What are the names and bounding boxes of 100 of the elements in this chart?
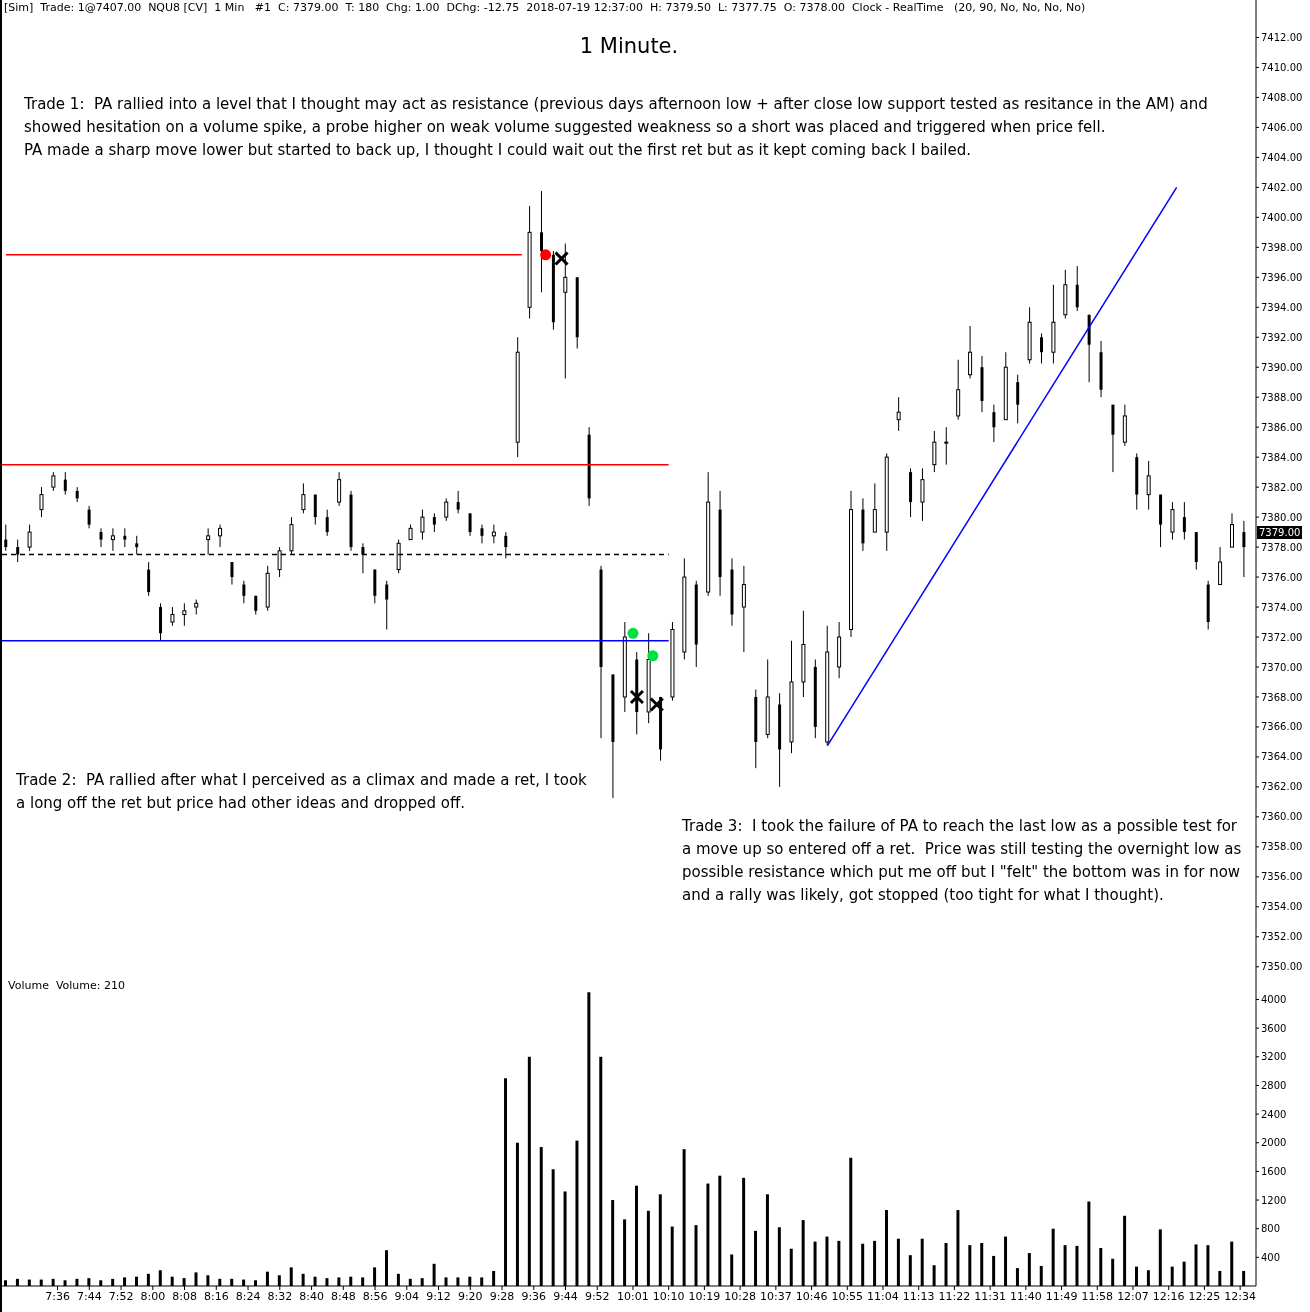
candlestick <box>1182 501 1186 541</box>
x-tick-label: 12:25 <box>1188 1289 1221 1303</box>
x-tick-label: 11:22 <box>938 1289 971 1303</box>
x-tick-label: 8:48 <box>330 1289 356 1303</box>
x-tick-label: 9:20 <box>457 1289 483 1303</box>
y-tick-label: 7378.00 <box>1261 541 1303 553</box>
candlestick <box>63 471 67 496</box>
y-tick-label: 7404.00 <box>1261 151 1303 163</box>
candlestick <box>1229 512 1234 548</box>
y-tick-label: 7382.00 <box>1261 481 1303 493</box>
y-tick-label: 3600 <box>1261 1022 1287 1034</box>
y-tick-label: 7352.00 <box>1261 931 1303 943</box>
y-tick-label: 7396.00 <box>1261 271 1303 283</box>
candlestick <box>920 467 925 522</box>
annotation: Trade 3: I took the failure of PA to reach the last low as a possible test for a move up so entered off a ret. Price was still testing the overnight low as possible resistance which put me off but I "felt" the bottom was in for now and a rally was likely, got stopped (too tight for what I thought). <box>682 816 1242 906</box>
candlestick <box>313 494 317 526</box>
candlestick <box>872 482 877 533</box>
x-tick-label: 8:00 <box>140 1289 166 1303</box>
y-tick-label: 7410.00 <box>1261 62 1303 73</box>
y-tick-label: 7374.00 <box>1261 601 1303 613</box>
candlestick <box>1040 332 1044 364</box>
candlestick <box>27 524 32 552</box>
y-tick-label: 7350.00 <box>1261 961 1303 973</box>
y-tick-label: 3200 <box>1261 1051 1287 1063</box>
y-tick-label: 7356.00 <box>1261 871 1303 883</box>
x-tick-label: 12:34 <box>1224 1289 1256 1303</box>
x-tick-label: 8:32 <box>267 1289 293 1303</box>
text: 1 Minute. <box>578 34 680 58</box>
candlestick <box>87 505 91 529</box>
x-tick-label: 11:40 <box>1009 1289 1042 1303</box>
candlestick <box>420 509 425 541</box>
y-tick-label: 7412.00 <box>1261 32 1303 44</box>
x-tick-label: 12:16 <box>1152 1289 1185 1303</box>
candlestick <box>480 524 484 544</box>
point <box>540 249 552 261</box>
candlestick <box>218 524 223 548</box>
candlestick <box>337 471 342 507</box>
candlestick <box>468 512 472 537</box>
y-tick-label: 7392.00 <box>1261 331 1303 343</box>
chart-subtitle: [Sim] Trade: 1@7407.00 NQU8 [CV] 1 Min #1 C: 7379.00 T: 180 Chg: 1.00 DChg: -12.75 2018-07-19 12:37:00 H: 7379.50 L: 7377.75 O: 7378.00 Clock - RealTime (20, 90, No, No, No, No) <box>4 1 1086 14</box>
y-tick-label: 7360.00 <box>1261 811 1303 823</box>
candlestick <box>968 325 973 379</box>
y-tick-label: 7394.00 <box>1261 301 1303 313</box>
y-tick-label: 2800 <box>1261 1079 1287 1091</box>
candlestick <box>99 527 103 548</box>
candlestick <box>491 524 496 544</box>
y-tick-label: 7388.00 <box>1261 391 1303 403</box>
candlestick <box>456 490 460 514</box>
y-tick-label: 400 <box>1261 1251 1281 1263</box>
candlestick <box>123 527 127 548</box>
x-tick-label: 8:56 <box>362 1289 388 1303</box>
y-tick-label: 7402.00 <box>1261 181 1303 193</box>
x-tick-label: 8:16 <box>203 1289 229 1303</box>
candlestick <box>301 482 306 514</box>
x-tick-label: 9:28 <box>489 1289 515 1303</box>
candlestick <box>741 565 746 653</box>
x-tick-label: 10:19 <box>688 1289 721 1303</box>
text: 7379.00 <box>1257 526 1303 539</box>
y-tick-label: 7400.00 <box>1261 211 1303 223</box>
y-tick-label: 7368.00 <box>1261 691 1303 703</box>
y-tick-label: 7362.00 <box>1261 781 1303 793</box>
candlestick <box>896 396 901 432</box>
x-tick-label: 10:28 <box>724 1289 756 1303</box>
y-tick-label: 7386.00 <box>1261 421 1303 433</box>
annotation: Trade 1: PA rallied into a level that I thought may act as resistance (previous days afternoon low + after close low support tested as resitance in the AM) and showed hesitation on a volume spike, a probe higher on weak volume suggested weakness so a short was placed and triggered when price fell. PA made a sharp move lower but started to back up, I thought I could wait out the first ret but as it kept coming back I bailed. <box>24 94 1208 161</box>
x-tick-label: 8:24 <box>235 1289 261 1303</box>
x-tick-label: 9:44 <box>553 1289 578 1303</box>
x-tick-label: 11:31 <box>974 1289 1006 1303</box>
x-tick-label: 11:58 <box>1081 1289 1114 1303</box>
x-tick-label: 11:13 <box>902 1289 935 1303</box>
y-tick-label: 7376.00 <box>1261 571 1303 583</box>
y-tick-label: 7406.00 <box>1261 121 1303 133</box>
candlestick <box>39 486 44 518</box>
y-tick-label: 1600 <box>1261 1165 1287 1177</box>
candlestick <box>1170 501 1175 541</box>
annotation: Trade 2: PA rallied after what I perceived as a climax and made a ret, I took a long off the ret but price had other ideas and dropped off. <box>16 770 587 814</box>
x-tick-label: 7:36 <box>45 1289 70 1303</box>
candlestick <box>385 580 389 631</box>
y-tick-label: 7366.00 <box>1261 721 1303 733</box>
y-tick-label: 2400 <box>1261 1108 1287 1120</box>
x-tick-label: 8:40 <box>299 1289 324 1303</box>
chart-title: Volume Volume: 210 <box>8 979 126 992</box>
y-tick-label: 7408.00 <box>1261 91 1303 103</box>
candlestick <box>4 524 8 552</box>
x-tick-label: 9:04 <box>394 1289 420 1303</box>
x-tick-label: 11:49 <box>1045 1289 1078 1303</box>
candlestick <box>325 509 329 537</box>
x-tick-label: 10:46 <box>795 1289 828 1303</box>
candlestick <box>170 606 175 627</box>
x-tick-label: 9:12 <box>426 1289 451 1303</box>
x-tick-label: 10:55 <box>831 1289 864 1303</box>
x-tick-label: 10:37 <box>759 1289 792 1303</box>
point <box>627 627 639 639</box>
candlestick <box>1016 374 1020 424</box>
y-tick-label: 7372.00 <box>1261 631 1303 643</box>
x-tick-label: 11:04 <box>867 1289 899 1303</box>
candlestick <box>992 404 996 443</box>
candlestick <box>1218 546 1223 586</box>
x-tick-label: 9:36 <box>521 1289 547 1303</box>
candlestick <box>944 426 949 466</box>
